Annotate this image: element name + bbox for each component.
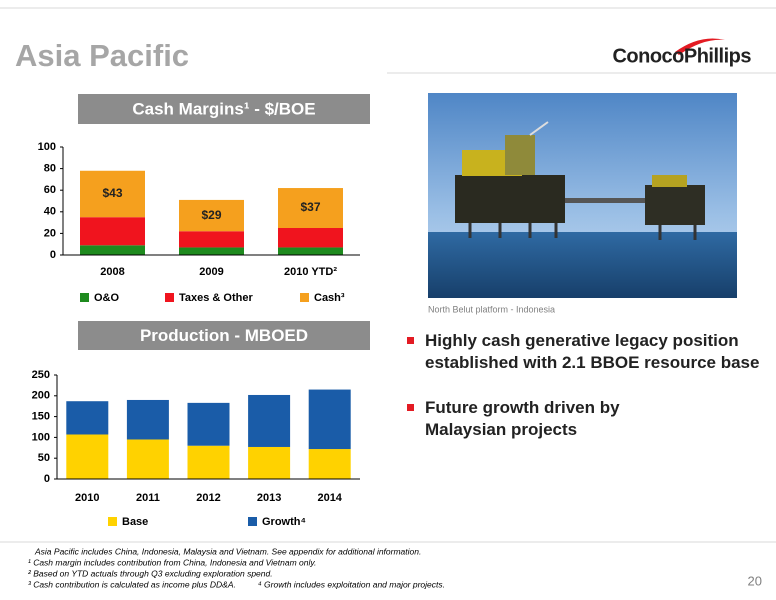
chart-header [78, 321, 370, 350]
legend-swatch [300, 293, 309, 302]
bar-segment [278, 228, 343, 248]
chart-title: Cash Margins¹ - $/BOE [132, 99, 315, 118]
x-tick-label: 2011 [136, 492, 160, 504]
bar-segment [179, 231, 244, 248]
value-label: $43 [102, 186, 122, 200]
x-tick-label: 2010 [75, 492, 99, 504]
bar-segment [248, 394, 291, 447]
bar-segment [278, 247, 343, 255]
y-tick-label: 100 [38, 141, 56, 153]
y-tick-label: 0 [44, 473, 50, 485]
bar-segment [126, 399, 169, 440]
bar-segment [187, 445, 230, 479]
bar-segment [66, 434, 109, 479]
legend-label: Base [122, 516, 148, 528]
bullet-text: Highly cash generative legacy position es… [425, 331, 759, 372]
bar-segment [187, 402, 230, 446]
photo [428, 93, 737, 298]
bar-segment [126, 439, 169, 479]
slide-title: Asia Pacific [15, 38, 189, 73]
footnote: ² Based on YTD actuals through Q3 exclud… [28, 568, 273, 578]
x-tick-label: 2008 [100, 266, 124, 278]
page-number: 20 [748, 573, 762, 588]
legend-label: Growth⁴ [262, 516, 306, 528]
y-tick-label: 50 [38, 452, 50, 464]
bar-segment [308, 449, 351, 479]
bullet-text: Future growth driven by Malaysian project… [425, 398, 620, 439]
x-tick-label: 2014 [317, 492, 342, 504]
bar-segment [179, 247, 244, 255]
footnote: Asia Pacific includes China, Indonesia, … [34, 546, 421, 556]
bullet-marker [407, 337, 414, 344]
legend-swatch [248, 517, 257, 526]
bar-segment [80, 245, 145, 255]
x-tick-label: 2013 [257, 492, 281, 504]
photo-caption: North Belut platform - Indonesia [428, 304, 555, 314]
legend-swatch [165, 293, 174, 302]
y-tick-label: 80 [44, 163, 56, 175]
bar-segment [80, 217, 145, 246]
bar-segment [179, 199, 244, 232]
bar-segment [248, 446, 291, 479]
bar-segment [278, 188, 343, 228]
value-label: $29 [201, 208, 221, 222]
bar-segment [308, 389, 351, 450]
footnote: ³ Cash contribution is calculated as inc… [28, 579, 236, 589]
legend-label: Taxes & Other [179, 292, 253, 304]
x-tick-label: 2009 [199, 266, 223, 278]
value-label: $37 [300, 200, 320, 214]
bullet-marker [407, 404, 414, 411]
y-tick-label: 100 [32, 431, 50, 443]
y-tick-label: 60 [44, 184, 56, 196]
y-tick-label: 0 [50, 249, 56, 261]
logo-swoosh [675, 38, 725, 55]
footnote: ¹ Cash margin includes contribution from… [28, 557, 316, 567]
x-tick-label: 2012 [196, 492, 220, 504]
legend-swatch [108, 517, 117, 526]
y-tick-label: 40 [44, 206, 56, 218]
y-tick-label: 150 [32, 411, 50, 423]
chart-title: Production - MBOED [140, 326, 308, 345]
footnote: ⁴ Growth includes exploitation and major… [258, 579, 445, 589]
y-tick-label: 20 [44, 227, 56, 239]
logo: ConocoPhillips [612, 45, 751, 67]
x-tick-label: 2010 YTD² [284, 266, 337, 278]
legend-label: O&O [94, 292, 120, 304]
chart-header [78, 94, 370, 124]
bar-segment [80, 170, 145, 218]
bar-segment [66, 401, 109, 435]
y-tick-label: 200 [32, 390, 50, 402]
legend-swatch [80, 293, 89, 302]
legend-label: Cash³ [314, 292, 345, 304]
y-tick-label: 250 [32, 369, 50, 381]
